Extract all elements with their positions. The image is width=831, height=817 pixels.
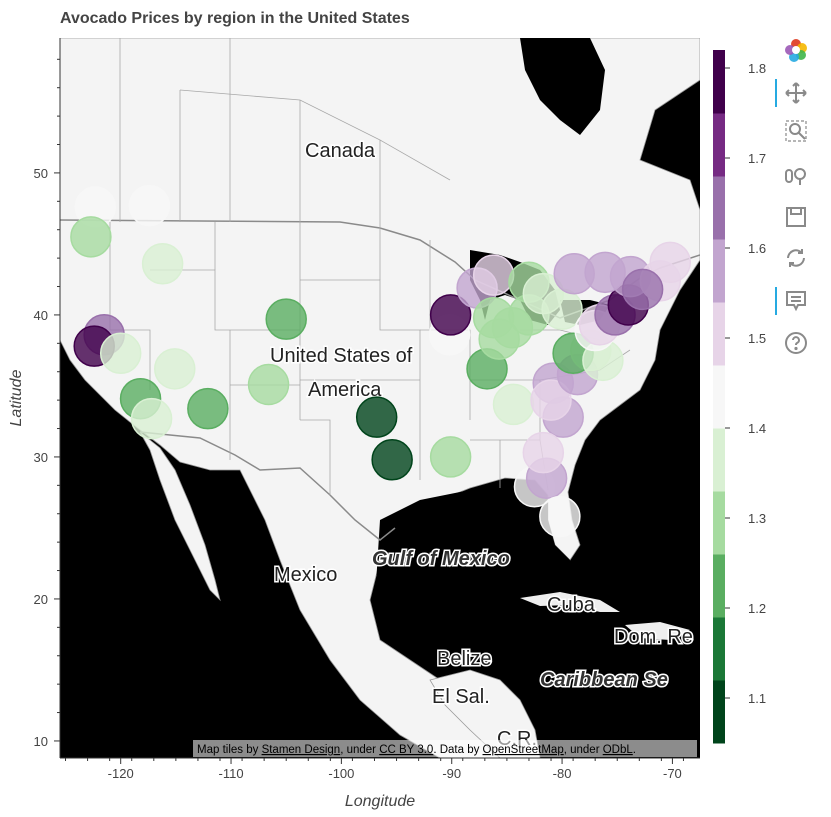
label-dom: Dom. Re <box>614 626 693 648</box>
point-27[interactable] <box>492 383 535 426</box>
point-14[interactable] <box>371 439 413 481</box>
colorbar-label-1.4: 1.4 <box>748 421 766 436</box>
point-19[interactable] <box>472 254 515 296</box>
us-mexico-border <box>139 431 396 541</box>
label-gulf: Gulf of Mexico <box>372 548 510 570</box>
y-tick-label-10: 10 <box>34 734 48 749</box>
save-icon[interactable] <box>782 203 810 231</box>
point-15[interactable] <box>429 436 472 478</box>
y-tick-label-20: 20 <box>34 592 48 607</box>
colorbar-segment-5 <box>713 365 725 429</box>
pan-icon[interactable] <box>782 79 810 107</box>
box-zoom-icon[interactable] <box>782 117 810 145</box>
colorbar: 1.1 1.2 1.3 1.4 1.5 1.6 1.7 1.8 <box>713 50 766 744</box>
baja-peninsula <box>139 431 221 602</box>
colorbar-segment-0 <box>713 680 725 744</box>
point-42[interactable] <box>649 241 691 284</box>
point-13[interactable] <box>355 396 398 438</box>
point-12[interactable] <box>265 298 307 340</box>
reset-icon[interactable] <box>782 244 810 272</box>
colorbar-segment-1 <box>713 617 725 681</box>
point-49[interactable] <box>522 431 565 474</box>
gulf-water <box>375 482 570 650</box>
colorbar-segment-6 <box>713 302 725 366</box>
x-tick-label--70: -70 <box>663 766 682 781</box>
point-9[interactable] <box>130 397 173 440</box>
colorbar-label-1.7: 1.7 <box>748 151 766 166</box>
label-caribbean: Caribbean Se <box>540 669 668 691</box>
x-tick-label--100: -100 <box>328 766 354 781</box>
point-2[interactable] <box>70 216 112 258</box>
hispaniola-island <box>625 622 690 640</box>
y-tick-label-40: 40 <box>34 308 48 323</box>
hover-icon[interactable] <box>782 287 810 315</box>
axes: -120 -110 -100 -90 -80 -70 10 20 30 40 50 <box>34 38 700 781</box>
x-tick-label--80: -80 <box>553 766 572 781</box>
hudson-bay <box>520 38 605 135</box>
colorbar-label-1.8: 1.8 <box>748 61 766 76</box>
point-45[interactable] <box>621 268 664 311</box>
link-ccby[interactable]: CC BY 3.0 <box>379 744 433 756</box>
help-icon[interactable] <box>782 329 810 357</box>
label-usa-1: United States of <box>270 345 413 367</box>
point-17[interactable] <box>429 294 472 336</box>
hover-active-indicator <box>775 287 777 315</box>
scatter-points <box>70 184 691 538</box>
point-44[interactable] <box>553 252 595 295</box>
x-tick-label--90: -90 <box>442 766 461 781</box>
colorbar-segment-8 <box>713 176 725 240</box>
point-10[interactable] <box>187 387 229 430</box>
x-axis-label: Longitude <box>345 793 415 810</box>
point-48[interactable] <box>539 495 581 538</box>
wheel-zoom-icon[interactable] <box>782 162 810 190</box>
label-belize: Belize <box>437 648 491 670</box>
y-tick-label-50: 50 <box>34 166 48 181</box>
colorbar-label-1.6: 1.6 <box>748 241 766 256</box>
point-6[interactable] <box>99 332 142 375</box>
colorbar-label-1.5: 1.5 <box>748 331 766 346</box>
chart-title: Avocado Prices by region in the United S… <box>60 10 410 27</box>
y-tick-label-30: 30 <box>34 450 48 465</box>
y-axis-label: Latitude <box>8 369 25 426</box>
attribution-text: Map tiles by Stamen Design, under CC BY … <box>197 744 636 756</box>
link-odbl[interactable]: ODbL <box>603 744 634 756</box>
point-11[interactable] <box>247 363 290 406</box>
colorbar-label-1.3: 1.3 <box>748 511 766 526</box>
point-31[interactable] <box>530 379 572 421</box>
label-usa-2: America <box>308 379 382 401</box>
colorbar-label-1.2: 1.2 <box>748 601 766 616</box>
attribution-box <box>193 740 697 757</box>
colorbar-segment-9 <box>713 113 725 177</box>
map-labels: Canada United States of America Mexico G… <box>269 139 695 752</box>
label-elsal: El Sal. <box>432 686 490 708</box>
point-7[interactable] <box>154 348 196 390</box>
bokeh-logo-icon[interactable] <box>782 36 810 64</box>
colorbar-segment-3 <box>713 491 725 555</box>
point-1[interactable] <box>128 184 171 227</box>
label-cuba: Cuba <box>547 594 596 616</box>
label-mexico: Mexico <box>274 564 337 586</box>
colorbar-segment-10 <box>713 50 725 114</box>
colorbar-segment-4 <box>713 428 725 492</box>
x-tick-label--110: -110 <box>219 766 244 781</box>
label-canada: Canada <box>305 140 376 162</box>
point-26[interactable] <box>478 318 520 360</box>
link-stamen[interactable]: Stamen Design <box>262 744 341 756</box>
cuba-island <box>520 592 620 612</box>
colorbar-segment-2 <box>713 554 725 618</box>
x-tick-label--120: -120 <box>108 766 134 781</box>
colorbar-segment-7 <box>713 239 725 303</box>
colorbar-label-1.1: 1.1 <box>748 691 766 706</box>
link-osm[interactable]: OpenStreetMap <box>483 744 564 756</box>
point-3[interactable] <box>141 243 184 285</box>
pan-active-indicator <box>775 79 777 107</box>
